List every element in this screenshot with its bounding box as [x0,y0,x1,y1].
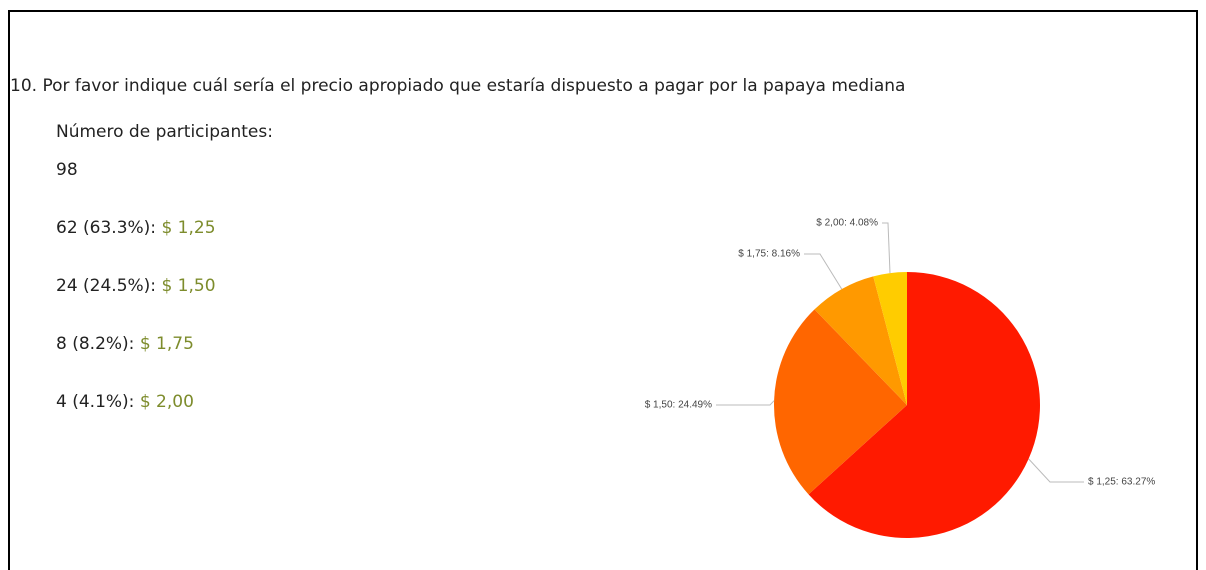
participants-label: Número de participantes: [56,122,273,142]
pie-slice [773,309,907,495]
response-answer: $ 1,50 [161,276,216,296]
response-row: 4 (4.1%): $ 2,00 [56,392,194,412]
leader-line [804,253,843,290]
response-answer: $ 2,00 [139,392,194,412]
slice-label: $ 1,50: 24.49% [645,400,712,411]
response-row: 8 (8.2%): $ 1,75 [56,334,194,354]
pie-slice [873,272,907,405]
response-answer: $ 1,25 [161,218,216,238]
response-count: 24 (24.5%): [56,276,157,296]
pie-slice [808,272,1040,538]
slice-label: $ 1,25: 63.27% [1088,477,1155,488]
response-answer: $ 1,75 [139,334,194,354]
pie-slice [814,276,907,405]
slice-label: $ 2,00: 4.08% [816,218,878,229]
pie-chart: $ 1,25: 63.27% $ 1,50: 24.49% $ 1,75: 8.16… [645,218,1155,538]
participants-count: 98 [56,160,78,180]
response-count: 62 (63.3%): [56,218,157,238]
response-count: 8 (8.2%): [56,334,135,354]
slice-label: $ 1,75: 8.16% [738,249,800,260]
response-count: 4 (4.1%): [56,392,135,412]
leader-line [1028,458,1084,483]
response-row: 62 (63.3%): $ 1,25 [56,218,216,238]
leader-line [882,222,891,274]
leader-line [716,400,775,406]
result-panel: 10. Por favor indique cuál sería el prec… [8,10,1198,570]
question: 10. Por favor indique cuál sería el prec… [10,76,906,96]
response-row: 24 (24.5%): $ 1,50 [56,276,216,296]
